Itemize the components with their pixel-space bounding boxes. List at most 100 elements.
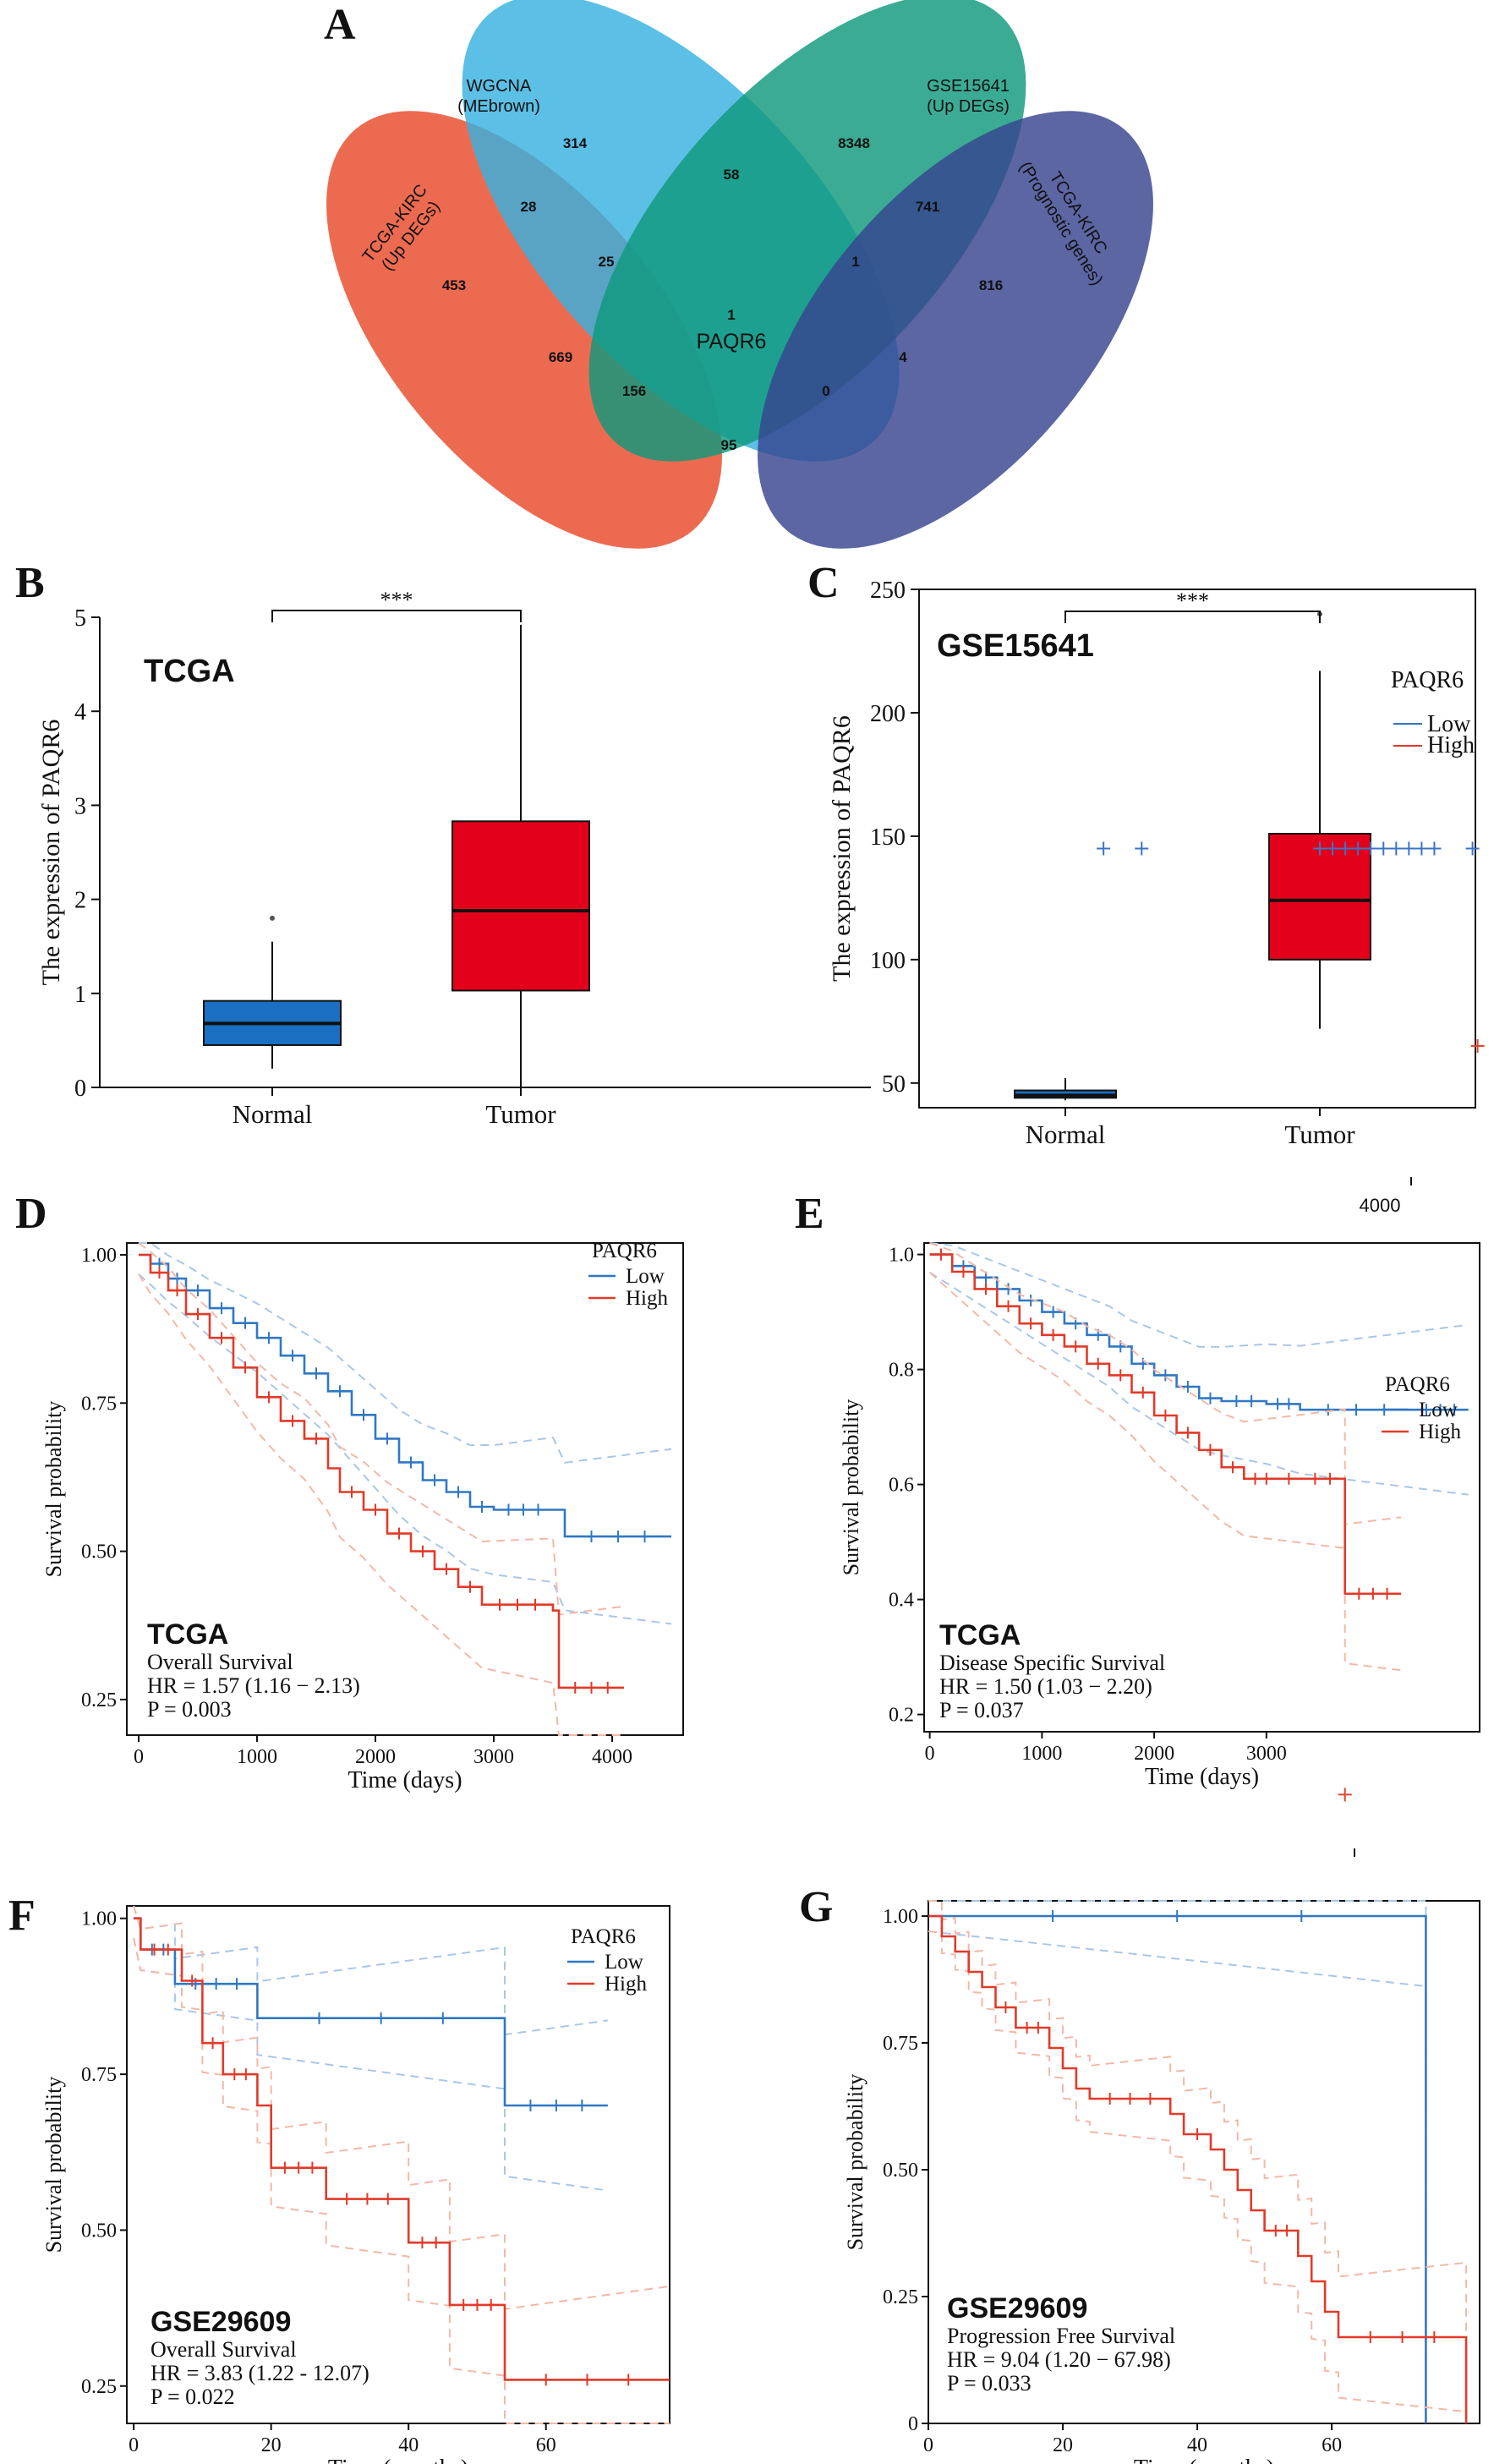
stray-censor-mark xyxy=(1465,841,1480,856)
y-axis-label-text: The expression of PAQR6 xyxy=(37,720,65,986)
y-tick-label: 0.4 xyxy=(889,1590,914,1612)
censor-mark-high xyxy=(393,1527,405,1540)
x-tick-label: 3000 xyxy=(473,1746,514,1768)
censor-mark-high xyxy=(471,2298,484,2311)
panel-letter-c: C xyxy=(807,559,840,607)
x-tick-label: 2000 xyxy=(1134,1743,1174,1765)
y-tick-label: 1.00 xyxy=(81,1245,117,1267)
censor-mark-high xyxy=(601,1681,614,1694)
venn-region-count: 58 xyxy=(724,167,740,183)
censor-mark-high xyxy=(1396,2331,1409,2343)
censor-mark-high xyxy=(1381,1587,1393,1600)
confidence-band-low xyxy=(929,1271,1469,1496)
x-tick-label: Tumor xyxy=(1284,1120,1355,1149)
x-tick-label: Normal xyxy=(233,1099,313,1129)
y-tick-label: 5 xyxy=(74,605,86,632)
venn-region-count: 28 xyxy=(521,199,537,215)
censor-mark-low xyxy=(1002,1283,1015,1295)
censor-mark-high xyxy=(1283,1472,1295,1485)
venn-region-count: 314 xyxy=(563,135,588,151)
y-tick-label: 0.50 xyxy=(883,2160,918,2182)
venn-center-label: PAQR6 xyxy=(697,330,767,353)
censor-mark-high xyxy=(1021,2022,1033,2034)
censor-mark-low xyxy=(585,1530,598,1543)
y-axis-label: The expression of PAQR6 xyxy=(37,720,65,986)
legend-low-label: Low xyxy=(605,1951,643,1974)
venn-region-count: 0 xyxy=(822,383,829,399)
boxplot-tcga: B 0 1 2 3 4 5 Normal Tumor *** TCGA The expression … xyxy=(15,559,871,1129)
censor-mark-high xyxy=(216,1332,227,1344)
censor-mark-high xyxy=(1269,2225,1282,2237)
censor-mark-high xyxy=(1249,1472,1261,1485)
venn-region-count: 8348 xyxy=(838,135,870,151)
censor-mark-high xyxy=(934,1248,947,1261)
censor-mark-low xyxy=(1350,1404,1362,1416)
censor-mark-high xyxy=(341,2193,353,2205)
confidence-band-high xyxy=(928,1272,1402,1672)
x-axis-label: Time (days) xyxy=(1145,1764,1259,1790)
censor-mark-low xyxy=(1448,1404,1461,1416)
censor-mark-high xyxy=(1103,2093,1116,2105)
venn-set-4 xyxy=(758,111,1153,549)
stray-censor-mark xyxy=(1364,841,1378,856)
censor-mark-high xyxy=(1032,2022,1044,2034)
censor-mark-high xyxy=(369,1503,381,1516)
censor-mark-low xyxy=(1245,1395,1258,1407)
venn-region-count: 453 xyxy=(442,277,466,293)
censor-mark-high xyxy=(306,2161,319,2174)
y-tick-label: 1.0 xyxy=(889,1245,914,1267)
y-tick-label: 1 xyxy=(74,982,86,1008)
confidence-band-high xyxy=(928,1930,1468,2423)
panel-letter-a: A xyxy=(324,1,356,49)
censor-mark-high xyxy=(1181,1426,1194,1439)
km-gse29609-overall: F 0.25 0.50 0.75 1.00 0 20 40 60 Time (months) Sur… xyxy=(8,1892,670,2464)
confidence-band-high xyxy=(133,1905,670,2310)
censor-mark-high xyxy=(1047,1328,1059,1341)
significance-bracket xyxy=(1064,611,1321,623)
stray-censor-mark xyxy=(1389,841,1404,856)
censor-mark-high xyxy=(1092,1357,1104,1370)
censor-mark-high xyxy=(980,1283,992,1295)
x-tick-label: 4000 xyxy=(592,1746,632,1768)
survival-curve-high xyxy=(929,1253,1402,1596)
stray-tick-label: 4000 xyxy=(1360,1195,1401,1216)
dataset-label: GSE29609 xyxy=(947,2292,1087,2324)
censor-mark-high xyxy=(430,2237,442,2249)
x-axis-label: Time (days) xyxy=(348,1767,462,1793)
confidence-band-low xyxy=(928,1900,1427,2353)
censor-mark-low xyxy=(524,2099,537,2111)
censor-mark-low xyxy=(375,2012,387,2024)
legend-low-label: Low xyxy=(1419,1399,1458,1421)
censor-mark-low xyxy=(429,1474,441,1487)
y-tick-label: 0.6 xyxy=(889,1475,914,1497)
dataset-label: TCGA xyxy=(147,1618,228,1651)
x-tick-label: 0 xyxy=(134,1746,144,1768)
survival-curve-high xyxy=(139,1253,624,1689)
censor-mark-high xyxy=(512,1598,523,1611)
venn-set-label-line: WGCNA xyxy=(467,77,532,96)
stray-censor-mark xyxy=(1326,841,1340,856)
y-axis-label: Survival probability xyxy=(41,1401,66,1578)
censor-mark-high xyxy=(346,1486,358,1498)
legend-title: PAQR6 xyxy=(592,1240,657,1262)
x-tick-label: 1000 xyxy=(1021,1743,1062,1765)
censor-mark-low xyxy=(358,1409,369,1421)
survival-curve-low xyxy=(928,1914,1427,2423)
censor-mark-low xyxy=(1295,1910,1308,1922)
dataset-label: TCGA xyxy=(939,1619,1021,1651)
y-tick-label: 250 xyxy=(870,578,906,604)
km-tcga-overall: D 0.25 0.50 0.75 1.00 0 1000 2000 3000 4000 Time (… xyxy=(15,1190,684,1793)
censor-mark-high xyxy=(239,1361,251,1374)
censor-mark-high xyxy=(1324,1472,1337,1485)
stray-censor-mark xyxy=(1415,841,1429,856)
censor-mark-low xyxy=(313,2012,326,2024)
censor-mark-low xyxy=(1181,1381,1194,1393)
y-tick-label: 2 xyxy=(74,888,86,914)
censor-mark-high xyxy=(1260,1472,1272,1485)
stat-note-line: HR = 3.83 (1.22 - 12.07) xyxy=(150,2361,369,2385)
y-axis-label-text: The expression of PAQR6 xyxy=(828,715,856,982)
y-tick-label: 0.25 xyxy=(81,1689,117,1711)
y-tick-label: 0.50 xyxy=(81,2220,117,2242)
